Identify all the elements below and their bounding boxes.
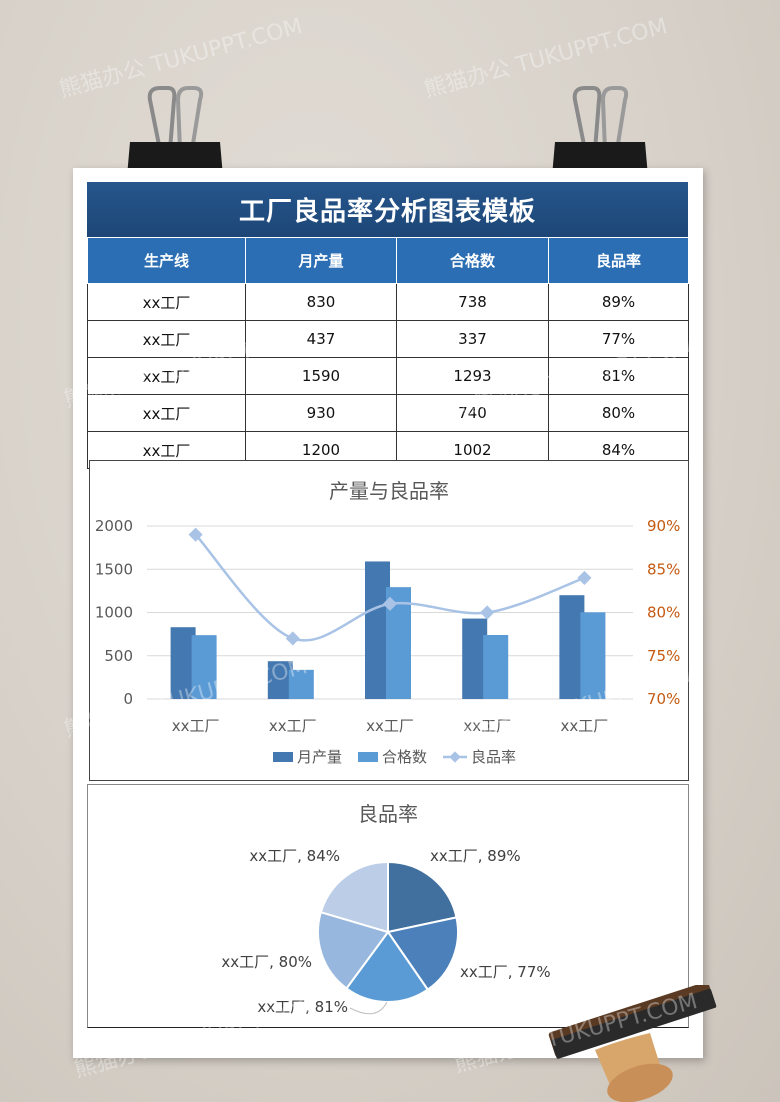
rate-marker [382,596,398,611]
bar-qualified [483,634,509,699]
chart-title: 产量与良品率 [329,479,449,503]
bar-qualified [580,612,606,699]
table-row: xx工厂 930 740 80% [87,394,689,432]
rate-marker [285,631,300,646]
legend-swatch-qualified [358,752,378,762]
legend-swatch-production [273,752,293,762]
cell: 1590 [245,357,397,395]
bar-production [267,661,293,699]
header-rate: 良品率 [548,237,689,284]
x-tick-label: xx工厂 [366,717,414,735]
y-tick-label: 1000 [95,604,133,622]
legend-label-production: 月产量 [297,748,342,766]
y-tick-label: 0 [123,690,133,708]
rate-marker [577,570,592,585]
cell: 81% [548,357,689,395]
bar-qualified [288,669,314,699]
header-production: 月产量 [245,237,397,284]
cell: 740 [396,394,549,432]
cell: xx工厂 [87,320,246,358]
y-tick-label: 2000 [95,517,133,535]
cell: 437 [245,320,397,358]
cell: 830 [245,283,397,321]
bar-production [559,595,585,699]
pie-data-label: xx工厂, 77% [460,963,551,981]
bar-qualified [191,635,217,699]
paper-sheet: 工厂良品率分析图表模板 生产线 月产量 合格数 良品率 xx工厂 830 738… [73,168,703,1058]
table-row: xx工厂 830 738 89% [87,283,689,321]
combo-chart: 产量与良品率 0 500 1000 1500 2000 70% 75% 80% 85% 90% xx工… [95,479,681,766]
pie-slice [386,916,459,992]
pie-leader-line [349,1001,388,1015]
pie-data-label: xx工厂, 80% [221,953,312,971]
pie-slice [387,860,458,934]
pie-title: 良品率 [358,802,418,826]
cell: 930 [245,394,397,432]
y2-tick-label: 70% [647,690,680,708]
bar-production [170,627,196,699]
rate-marker [480,605,495,620]
cell: 80% [548,394,689,432]
y2-tick-label: 90% [647,517,680,535]
cell: xx工厂 [87,394,246,432]
bar-production [462,618,488,699]
header-qualified: 合格数 [396,237,549,284]
cell: 738 [396,283,549,321]
pie-slice [319,860,389,934]
pie-chart: 良品率 xx工厂, 89% xx工厂, 77% xx工厂, 81% xx工厂, 80% x… [221,802,551,1016]
pie-data-label: xx工厂, 89% [430,847,521,865]
cell: 1293 [396,357,549,395]
y2-tick-label: 75% [647,647,680,665]
y2-tick-label: 85% [647,560,680,578]
x-tick-label: xx工厂 [463,717,511,735]
cell: xx工厂 [87,283,246,321]
cell: 77% [548,320,689,358]
bar-production [365,561,390,699]
yield-table: 生产线 月产量 合格数 良品率 xx工厂 830 738 89% xx工厂 43… [87,237,689,469]
y-tick-label: 500 [104,647,133,665]
pie-slice [317,910,390,990]
page-title: 工厂良品率分析图表模板 [87,182,688,237]
table-header-row: 生产线 月产量 合格数 良品率 [87,237,689,284]
pie-data-label: xx工厂, 84% [249,847,340,865]
cell: 89% [548,283,689,321]
pie-chart-panel: 良品率 xx工厂, 89% xx工厂, 77% xx工厂, 81% xx工厂, 80% x… [87,784,689,1028]
pie-slice [345,930,430,1003]
table-row: xx工厂 437 337 77% [87,320,689,358]
x-tick-label: xx工厂 [172,717,220,735]
cell: xx工厂 [87,357,246,395]
rubber-stamp-icon [548,985,717,1102]
x-tick-label: xx工厂 [269,717,317,735]
legend-label-rate: 良品率 [471,748,516,766]
pie-data-label: xx工厂, 81% [257,998,348,1016]
x-tick-label: xx工厂 [561,717,609,735]
legend-marker-rate [449,751,461,763]
table-row: xx工厂 1590 1293 81% [87,357,689,395]
header-line: 生产线 [87,237,246,284]
cell: 337 [396,320,549,358]
combo-chart-panel: 产量与良品率 0 500 1000 1500 2000 70% 75% 80% 85% 90% xx工… [89,460,689,781]
y-tick-label: 1500 [95,560,133,578]
legend-label-qualified: 合格数 [382,748,427,766]
y2-tick-label: 80% [647,604,680,622]
